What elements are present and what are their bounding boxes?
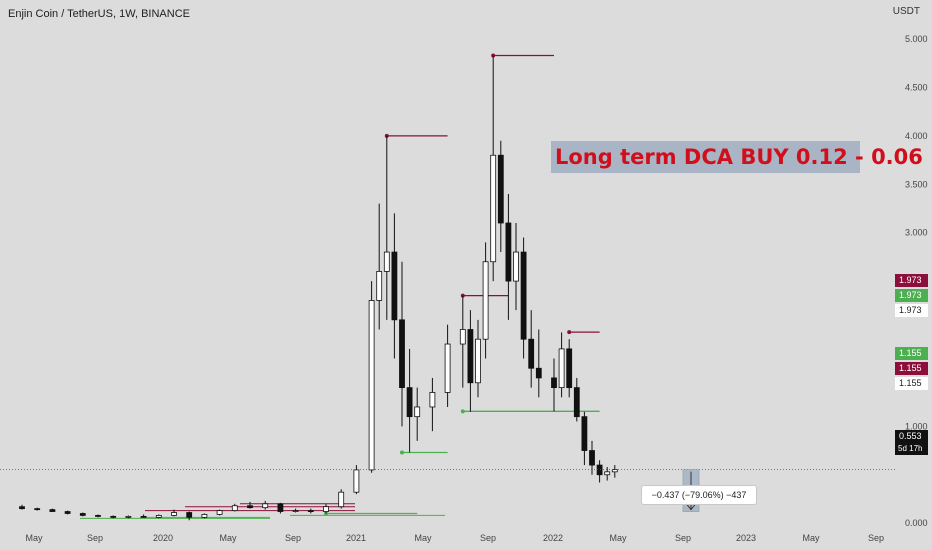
- candle-body: [368, 300, 375, 471]
- x-tick-label: May: [414, 533, 432, 543]
- x-tick-label: 2022: [543, 533, 563, 543]
- candle-body: [490, 154, 497, 263]
- candle-body: [216, 510, 223, 515]
- candle-body: [551, 377, 557, 389]
- candle-body: [19, 506, 25, 510]
- measurement-label: −0.437 (−79.06%) −437: [641, 485, 757, 505]
- candle-body: [140, 515, 147, 518]
- candle-body: [505, 222, 512, 282]
- y-tick-label: 0.000: [905, 518, 928, 528]
- candle-body: [467, 329, 474, 384]
- candle-body: [482, 261, 489, 340]
- candle-body: [528, 338, 535, 369]
- candle-body: [201, 514, 208, 518]
- chart-title: Enjin Coin / TetherUS, 1W, BINANCE: [8, 8, 190, 20]
- y-tick-label: 1.000: [905, 421, 928, 431]
- candle-body: [110, 515, 117, 518]
- y-tick-label: 4.500: [905, 82, 928, 92]
- price-tag-support-2: 1.155: [895, 362, 928, 375]
- candle-body: [535, 367, 542, 379]
- x-tick-label: May: [802, 533, 820, 543]
- level-anchor-support: [460, 409, 465, 414]
- x-tick-label: 2023: [736, 533, 756, 543]
- candle-body: [353, 469, 360, 493]
- candle-body: [171, 512, 177, 516]
- candle-body: [611, 469, 618, 473]
- x-tick-label: 2020: [153, 533, 173, 543]
- candle-body: [399, 319, 405, 389]
- candle-body: [429, 392, 436, 408]
- candle-body: [79, 513, 86, 516]
- candle-body: [277, 503, 284, 512]
- price-tag-resistance-3: 1.973: [895, 304, 928, 317]
- candle-body: [95, 515, 101, 517]
- candle-body: [604, 471, 611, 476]
- candle-body: [376, 271, 383, 301]
- x-tick-label: Sep: [285, 533, 301, 543]
- currency-label: USDT: [892, 6, 920, 17]
- candle-body: [573, 387, 580, 418]
- x-tick-label: 2021: [346, 533, 366, 543]
- candle-body: [49, 509, 56, 512]
- candle-body: [581, 416, 588, 451]
- price-tag-support-3: 1.155: [895, 377, 928, 390]
- current-price-tag: 0.553: [895, 430, 928, 443]
- candle-body: [566, 348, 573, 389]
- x-tick-label: May: [609, 533, 627, 543]
- candle-body: [475, 338, 481, 384]
- level-anchor-resistance: [567, 330, 572, 335]
- candle-body: [589, 450, 595, 466]
- candle-body: [338, 491, 345, 508]
- y-tick-label: 4.000: [905, 131, 928, 141]
- x-tick-label: Sep: [480, 533, 496, 543]
- y-tick-label: 5.000: [905, 34, 928, 44]
- price-tag-support-1: 1.155: [895, 347, 928, 360]
- candle-body: [262, 503, 269, 509]
- candle-body: [231, 505, 238, 511]
- x-tick-label: May: [219, 533, 237, 543]
- candle-body: [34, 508, 41, 511]
- candle-body: [383, 251, 390, 272]
- candle-body: [520, 251, 527, 340]
- price-tag-resistance-1: 1.973: [895, 274, 928, 287]
- candle-body: [292, 510, 299, 512]
- candle-body: [307, 510, 314, 512]
- price-tag-resistance-2: 1.973: [895, 289, 928, 302]
- candle-body: [247, 505, 253, 509]
- countdown-label: 5d 17h: [895, 443, 928, 455]
- candle-body: [558, 348, 565, 389]
- candle-body: [406, 387, 413, 418]
- x-tick-label: Sep: [675, 533, 691, 543]
- level-anchor-support: [400, 450, 404, 455]
- candle-body: [186, 512, 193, 518]
- candle-body: [391, 251, 398, 321]
- candle-body: [155, 515, 162, 518]
- x-tick-label: May: [25, 533, 43, 543]
- candle-body: [497, 154, 504, 224]
- candle-body: [64, 511, 71, 514]
- candle-body: [459, 329, 466, 345]
- y-tick-label: 3.500: [905, 179, 928, 189]
- candle-body: [414, 406, 421, 418]
- candle-body: [323, 506, 329, 512]
- y-tick-label: 3.000: [905, 228, 928, 238]
- candle-body: [513, 251, 519, 282]
- annotation-text[interactable]: Long term DCA BUY 0.12 - 0.06: [551, 141, 923, 173]
- candle-body: [125, 515, 132, 518]
- x-tick-label: Sep: [868, 533, 884, 543]
- x-tick-label: Sep: [87, 533, 103, 543]
- candle-body: [444, 343, 451, 393]
- down-arrow-head-icon: [686, 504, 696, 511]
